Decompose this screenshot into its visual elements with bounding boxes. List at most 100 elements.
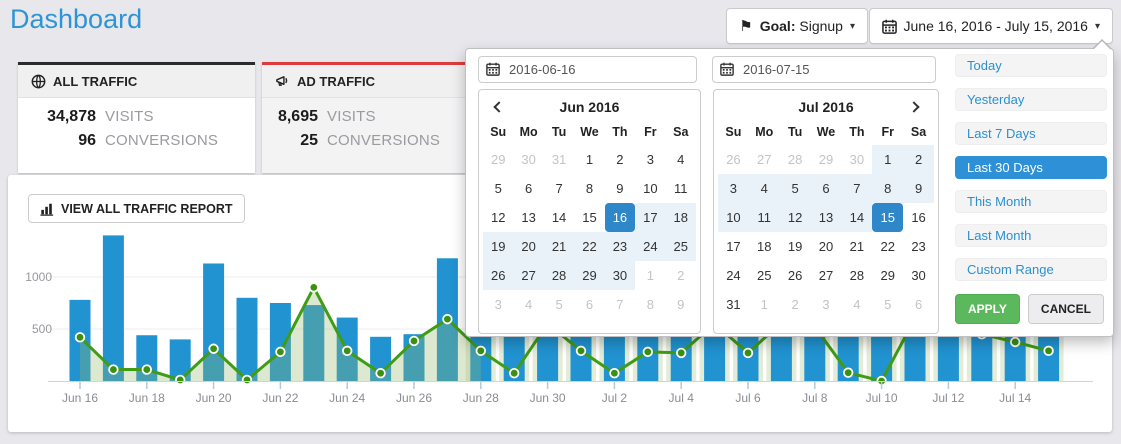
calendar-day[interactable]: 20: [513, 232, 544, 261]
calendar-day[interactable]: 27: [513, 261, 544, 290]
calendar-day[interactable]: 18: [665, 203, 696, 232]
apply-button[interactable]: APPLY: [955, 294, 1020, 324]
calendar-day[interactable]: 24: [635, 232, 666, 261]
goal-button[interactable]: ⚑ Goal: Signup ▾: [726, 8, 868, 44]
calendar-day[interactable]: 9: [903, 174, 934, 203]
calendar-day[interactable]: 4: [525, 297, 533, 312]
calendar-day[interactable]: 11: [748, 203, 780, 232]
calendar-day[interactable]: 19: [483, 232, 514, 261]
calendar-day[interactable]: 15: [582, 210, 597, 225]
calendar-day[interactable]: 7: [616, 297, 624, 312]
end-date-input[interactable]: [712, 56, 936, 83]
calendar-day[interactable]: 28: [787, 152, 803, 167]
range-option[interactable]: Today: [955, 54, 1107, 77]
start-date-input[interactable]: [478, 56, 697, 83]
calendar-day[interactable]: 27: [818, 268, 834, 283]
calendar-day[interactable]: 7: [841, 174, 873, 203]
calendar-day[interactable]: 5: [779, 174, 811, 203]
next-month-button[interactable]: [908, 100, 926, 116]
calendar-day[interactable]: 29: [574, 261, 605, 290]
calendar-day[interactable]: 2: [791, 297, 799, 312]
cancel-button[interactable]: CANCEL: [1027, 294, 1104, 324]
calendar-day[interactable]: 6: [525, 181, 533, 196]
calendar-day[interactable]: 18: [757, 239, 772, 254]
calendar-day[interactable]: 29: [880, 268, 895, 283]
calendar-day[interactable]: 21: [849, 239, 865, 254]
calendar-day[interactable]: 8: [872, 174, 904, 203]
calendar-day[interactable]: 2: [616, 152, 624, 167]
calendar-day[interactable]: 10: [643, 181, 658, 196]
calendar-day[interactable]: 16: [911, 210, 926, 225]
calendar-day[interactable]: 17: [726, 239, 741, 254]
calendar-day[interactable]: 15: [872, 203, 904, 232]
calendar-day[interactable]: 12: [490, 210, 506, 225]
calendar-day[interactable]: 22: [880, 239, 895, 254]
calendar-day[interactable]: 19: [787, 239, 803, 254]
calendar-day[interactable]: 27: [757, 152, 772, 167]
calendar-day[interactable]: 4: [853, 297, 861, 312]
calendar-day[interactable]: 3: [494, 297, 502, 312]
calendar-day[interactable]: 5: [884, 297, 892, 312]
calendar-day[interactable]: 26: [726, 152, 741, 167]
calendar-day[interactable]: 1: [585, 152, 594, 167]
calendar-day[interactable]: 14: [841, 203, 873, 232]
calendar-day[interactable]: 5: [555, 297, 563, 312]
calendar-day[interactable]: 3: [646, 152, 654, 167]
calendar-day[interactable]: 13: [810, 203, 842, 232]
calendar-day[interactable]: 31: [726, 297, 741, 312]
calendar-day[interactable]: 9: [677, 297, 685, 312]
calendar-day[interactable]: 28: [849, 268, 865, 283]
calendar-day[interactable]: 16: [604, 203, 636, 232]
calendar-day[interactable]: 29: [490, 152, 506, 167]
calendar-day[interactable]: 2: [903, 145, 934, 174]
calendar-day[interactable]: 6: [585, 297, 594, 312]
date-range-button[interactable]: June 16, 2016 - July 15, 2016 ▾: [868, 8, 1113, 44]
calendar-day[interactable]: 25: [665, 232, 696, 261]
calendar-day[interactable]: 22: [574, 232, 605, 261]
range-option[interactable]: This Month: [955, 190, 1107, 213]
calendar-day[interactable]: 17: [635, 203, 666, 232]
calendar-day[interactable]: 30: [849, 152, 865, 167]
calendar-day[interactable]: 1: [872, 145, 904, 174]
view-all-traffic-report-button[interactable]: VIEW ALL TRAFFIC REPORT: [28, 194, 245, 223]
calendar-day[interactable]: 4: [677, 152, 685, 167]
calendar-day[interactable]: 30: [521, 152, 536, 167]
calendar-day[interactable]: 6: [810, 174, 842, 203]
prev-month-button[interactable]: [491, 100, 507, 116]
calendar-day[interactable]: 30: [911, 268, 926, 283]
calendar-day[interactable]: 5: [494, 181, 502, 196]
calendar-day[interactable]: 25: [757, 268, 772, 283]
calendar-day[interactable]: 11: [674, 181, 688, 196]
calendar-day[interactable]: 20: [818, 239, 834, 254]
calendar-day[interactable]: 8: [646, 297, 654, 312]
calendar-day[interactable]: 3: [718, 174, 749, 203]
calendar-day[interactable]: 13: [521, 210, 536, 225]
calendar-day[interactable]: 31: [551, 152, 567, 167]
range-option[interactable]: Custom Range: [955, 258, 1107, 281]
calendar-day[interactable]: 4: [748, 174, 780, 203]
range-option[interactable]: Last 7 Days: [955, 122, 1107, 145]
range-option[interactable]: Yesterday: [955, 88, 1107, 111]
calendar-day[interactable]: 8: [585, 181, 594, 196]
calendar-day[interactable]: 2: [677, 268, 685, 283]
calendar-day[interactable]: 12: [779, 203, 811, 232]
calendar-day[interactable]: 28: [543, 261, 575, 290]
range-option[interactable]: Last Month: [955, 224, 1107, 247]
calendar-day[interactable]: 3: [822, 297, 830, 312]
calendar-day[interactable]: 1: [646, 268, 654, 283]
calendar-day[interactable]: 14: [551, 210, 567, 225]
calendar-day[interactable]: 10: [718, 203, 749, 232]
calendar-day[interactable]: 9: [616, 181, 624, 196]
calendar-day[interactable]: 23: [604, 232, 636, 261]
calendar-day[interactable]: 29: [818, 152, 834, 167]
calendar-day[interactable]: 1: [760, 297, 768, 312]
calendar-day[interactable]: 23: [911, 239, 926, 254]
calendar-day[interactable]: 6: [914, 297, 923, 312]
range-option[interactable]: Last 30 Days: [955, 156, 1107, 179]
calendar-day[interactable]: 21: [543, 232, 575, 261]
calendar-day[interactable]: 26: [483, 261, 514, 290]
calendar-day[interactable]: 30: [604, 261, 636, 290]
calendar-day[interactable]: 7: [555, 181, 563, 196]
calendar-day[interactable]: 26: [787, 268, 803, 283]
calendar-day[interactable]: 24: [726, 268, 741, 283]
